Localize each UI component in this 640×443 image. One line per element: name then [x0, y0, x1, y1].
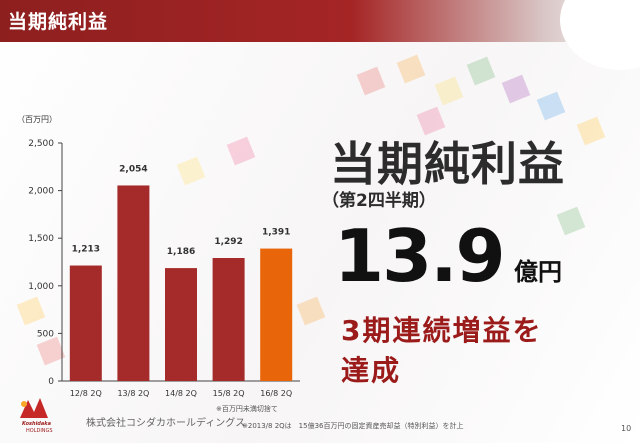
page-title: 当期純利益 — [8, 11, 109, 33]
y-tick-label: 1,500 — [28, 234, 54, 244]
title-bar: 当期純利益 — [0, 0, 640, 70]
x-tick-label: 12/8 2Q — [70, 389, 102, 398]
rounding-note: ※百万円未満切捨て — [216, 405, 278, 413]
y-tick-label: 1,000 — [28, 282, 54, 292]
bar-value-label: 1,292 — [214, 237, 242, 247]
x-tick-label: 15/8 2Q — [213, 389, 245, 398]
logo-subtext: HOLDINGS — [26, 428, 53, 434]
bar-value-label: 1,391 — [262, 228, 290, 238]
highlight-value: 13.9 — [334, 214, 506, 298]
company-name: 株式会社コシダカホールディングス — [86, 418, 246, 429]
page-number: 10 — [621, 424, 632, 433]
bar-value-label: 1,186 — [167, 247, 195, 257]
y-tick-label: 2,500 — [28, 139, 54, 149]
bar — [260, 248, 293, 381]
y-axis-label: （百万円） — [17, 115, 57, 124]
highlight-title: 当期純利益 — [330, 137, 565, 191]
x-tick-label: 16/8 2Q — [260, 389, 292, 398]
bar-value-label: 2,054 — [119, 164, 147, 174]
bar-value-label: 1,213 — [72, 245, 100, 255]
y-tick-label: 0 — [48, 377, 54, 387]
x-tick-label: 14/8 2Q — [165, 389, 197, 398]
y-tick-label: 2,000 — [28, 187, 54, 197]
highlight-subtitle: （第2四半期） — [322, 191, 436, 211]
achievement-line-2: 達成 — [341, 354, 402, 387]
bar — [117, 185, 150, 381]
company-logo-icon — [14, 396, 54, 426]
achievement-line-1: 3期連続増益を — [341, 314, 543, 347]
logo-text: Koshidaka — [22, 421, 51, 427]
bar — [165, 268, 197, 381]
highlight-unit: 億円 — [514, 258, 562, 286]
y-tick-label: 500 — [37, 329, 54, 339]
bar — [69, 265, 102, 381]
footnote: ※2013/8 2Qは 15億36百万円の固定資産売却益（特別利益）を計上 — [242, 422, 464, 430]
x-tick-label: 13/8 2Q — [117, 389, 149, 398]
bar — [212, 258, 245, 381]
